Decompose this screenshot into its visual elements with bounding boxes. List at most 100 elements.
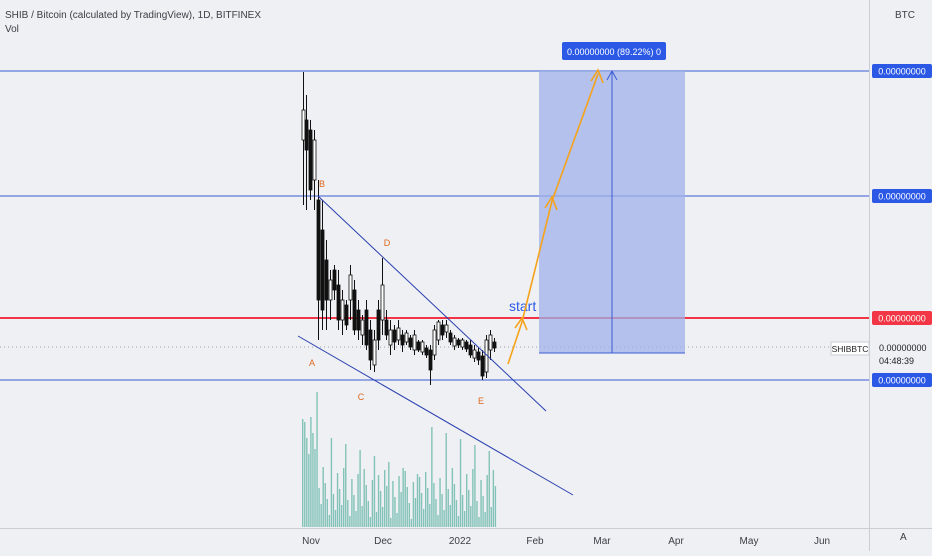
price-scale-canvas: 0.00000000 0.00000000 0.00000000 0.00000000… xyxy=(872,64,932,387)
candle-body xyxy=(301,109,306,141)
volume-bar xyxy=(435,499,437,527)
candle-body xyxy=(428,349,433,371)
volume-bar xyxy=(494,486,497,527)
candle-body xyxy=(364,309,369,346)
volume-bar xyxy=(406,487,408,527)
candle-body xyxy=(492,341,497,349)
volume-bar xyxy=(476,501,478,527)
volume-bar xyxy=(455,500,458,527)
candle-body xyxy=(332,269,337,291)
candle-body xyxy=(404,332,409,343)
volume-bar xyxy=(431,427,433,527)
measure-tag xyxy=(562,42,666,60)
volume-bar xyxy=(302,419,304,527)
scale-corner[interactable] xyxy=(869,528,932,551)
volume-bar xyxy=(310,417,312,527)
volume-bar xyxy=(447,489,449,527)
volume-bar xyxy=(326,499,328,527)
pattern-point-label: D xyxy=(384,238,391,248)
symbol-legend[interactable]: SHIB / Bitcoin (calculated by TradingVie… xyxy=(5,10,262,21)
volume-bar xyxy=(422,509,425,527)
candle-body xyxy=(380,284,385,321)
candle-body xyxy=(416,341,421,351)
volume-bar xyxy=(359,450,361,527)
auto-scale-toggle[interactable]: A xyxy=(900,532,907,543)
candle-body xyxy=(388,329,393,346)
candle-body xyxy=(480,355,485,377)
volume-bar xyxy=(353,495,355,527)
pattern-point-label: E xyxy=(478,396,484,406)
volume-bar xyxy=(384,470,386,527)
volume-bar xyxy=(336,473,339,527)
time-axis[interactable]: Nov Dec 2022 Feb Mar Apr May Jun xyxy=(0,528,869,551)
volume-bar xyxy=(349,516,351,527)
volume-bar xyxy=(332,494,335,527)
last-price-label: 0.00000000 xyxy=(879,343,927,353)
candle-body xyxy=(344,304,349,326)
candle-body xyxy=(412,334,417,351)
volume-bar xyxy=(488,451,490,527)
volume-bar xyxy=(367,501,369,527)
volume-bar xyxy=(318,488,320,527)
volume-bar xyxy=(328,515,331,527)
volume-legend[interactable]: Vol xyxy=(5,24,19,35)
price-scale[interactable]: 0.00000000 0.00000000 0.00000000 0.00000000… xyxy=(869,0,932,528)
price-tag-bottom xyxy=(872,373,932,387)
time-tick-label: Apr xyxy=(668,536,684,547)
time-tick-label: May xyxy=(740,536,759,547)
candle-body xyxy=(400,334,405,346)
wedge-upper-line xyxy=(317,195,547,412)
time-tick-label: 2022 xyxy=(449,536,472,547)
volume-bar xyxy=(345,444,347,527)
volume-bar xyxy=(363,469,365,527)
projected-path xyxy=(507,73,599,365)
candle-body xyxy=(424,347,429,356)
volume-bar xyxy=(375,512,378,527)
candle-body xyxy=(472,349,477,359)
projected-arrowhead-3 xyxy=(590,68,604,84)
price-tag-label-resistance: 0.00000000 xyxy=(878,314,926,324)
candle-body xyxy=(460,339,465,348)
time-tick-label: Feb xyxy=(526,536,544,547)
time-tick-label: Dec xyxy=(374,536,392,547)
volume-bar xyxy=(416,474,419,527)
volume-bar xyxy=(451,468,454,527)
volume-bar xyxy=(429,504,431,527)
volume-bar xyxy=(324,483,326,527)
candle-body xyxy=(340,299,345,321)
candle-body xyxy=(384,319,389,336)
volume-bar xyxy=(466,474,468,527)
volume-bar xyxy=(490,507,492,527)
candle-body xyxy=(368,329,373,361)
candle-body xyxy=(444,324,449,333)
volume-bar xyxy=(412,482,415,527)
volume-bar xyxy=(443,510,445,527)
wedge-lower-line xyxy=(297,335,574,496)
volume-bar xyxy=(312,433,314,527)
price-tag-resistance xyxy=(872,311,932,325)
volume-bar xyxy=(433,483,435,527)
candle-body xyxy=(440,324,445,336)
candle-body xyxy=(448,332,453,343)
candle-body xyxy=(432,329,437,356)
candle-body xyxy=(352,289,357,331)
candle-body xyxy=(464,341,469,350)
time-tick-label: Jun xyxy=(814,536,830,547)
candle-body xyxy=(348,274,353,301)
countdown-label: 04:48:39 xyxy=(879,356,914,366)
volume-bar xyxy=(320,504,322,527)
volume-bar xyxy=(381,507,384,527)
volume-bar xyxy=(361,506,363,527)
volume-bar xyxy=(468,490,470,527)
candle-body xyxy=(476,351,481,361)
candle-body xyxy=(328,279,333,301)
candle-body xyxy=(452,337,457,347)
volume-bar xyxy=(427,488,429,527)
candle-body xyxy=(316,199,321,301)
volume-bar xyxy=(340,505,343,527)
price-tag-label-top: 0.00000000 xyxy=(878,67,926,77)
volume-bar xyxy=(330,438,333,527)
volume-bar xyxy=(404,471,406,527)
